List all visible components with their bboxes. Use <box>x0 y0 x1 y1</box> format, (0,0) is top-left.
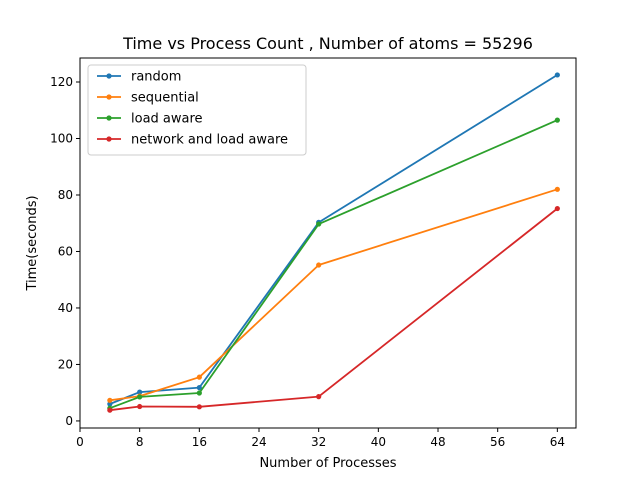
data-point-load-aware <box>137 394 143 400</box>
legend-box <box>87 64 307 156</box>
data-point-random <box>196 385 202 391</box>
legend-label-load-aware: load aware <box>131 112 203 127</box>
y-tick-label: 100 <box>50 131 73 145</box>
x-tick-label: 0 <box>76 435 84 449</box>
data-point-sequential <box>196 374 202 380</box>
data-point-network-and-load-aware <box>554 205 560 212</box>
legend-marker-load-aware <box>106 115 112 121</box>
data-point-random <box>137 389 143 395</box>
y-tick-label: 80 <box>58 188 73 202</box>
legend-label-network-and-load-aware: network and load aware <box>131 133 288 148</box>
x-tick-label: 24 <box>251 435 266 449</box>
x-tick-label: 64 <box>550 435 565 449</box>
x-axis: 0 8 16 24 32 40 48 56 64 <box>76 428 565 449</box>
data-point-network-and-load-aware <box>137 403 143 410</box>
y-axis: 0 20 40 60 80 100 120 <box>50 75 80 428</box>
data-point-random <box>107 401 113 407</box>
x-axis-label: Number of Processes <box>259 456 396 471</box>
x-tick-label: 8 <box>136 435 144 449</box>
data-point-network-and-load-aware <box>107 407 113 413</box>
x-tick-label: 56 <box>490 435 505 449</box>
series-line-sequential <box>109 188 558 402</box>
data-point-load-aware <box>554 117 560 123</box>
legend-marker-network-and-load-aware <box>106 136 112 142</box>
x-tick-label: 48 <box>430 435 445 449</box>
data-point-random <box>554 72 560 78</box>
data-point-load-aware <box>316 221 322 227</box>
data-point-network-and-load-aware <box>316 394 322 400</box>
series-line-load-aware <box>109 119 558 410</box>
legend: random sequential load aware network and lo… <box>87 64 307 156</box>
plot-frame <box>79 57 577 429</box>
x-tick-label: 32 <box>311 435 326 449</box>
y-tick-label: 60 <box>58 244 73 258</box>
data-point-sequential <box>554 186 560 192</box>
legend-marker-random <box>106 73 112 79</box>
y-axis-label: Time(seconds) <box>25 195 40 291</box>
data-point-load-aware <box>196 390 202 396</box>
data-point-network-and-load-aware <box>196 404 202 410</box>
series-line-network-and-load-aware <box>109 207 558 412</box>
y-tick-label: 120 <box>50 75 73 89</box>
x-tick-label: 40 <box>371 435 386 449</box>
legend-label-random: random <box>131 70 181 85</box>
data-point-sequential <box>107 397 113 403</box>
series-layer <box>107 72 560 413</box>
legend-label-sequential: sequential <box>131 91 199 106</box>
legend-marker-sequential <box>106 94 112 100</box>
chart-title: Time vs Process Count , Number of atoms … <box>122 34 533 53</box>
y-tick-label: 0 <box>65 414 73 428</box>
data-point-sequential <box>316 262 322 268</box>
y-tick-label: 20 <box>58 357 73 371</box>
x-tick-label: 16 <box>192 435 207 449</box>
y-tick-label: 40 <box>58 301 73 315</box>
